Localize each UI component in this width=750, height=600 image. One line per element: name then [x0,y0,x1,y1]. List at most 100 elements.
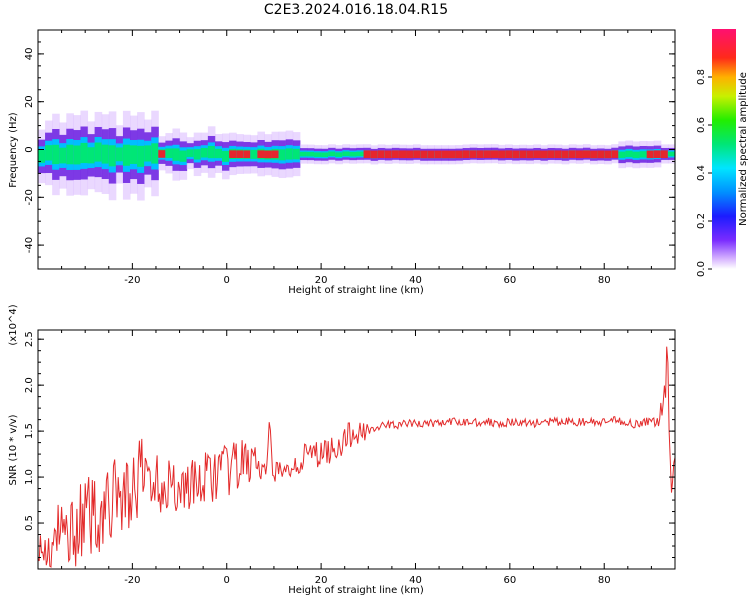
band-core-slice [420,150,428,159]
colorbar-gradient [712,29,736,269]
band-slice-layer-3 [292,148,301,160]
band-slice-layer-3 [66,144,74,165]
band-core-slice [498,150,506,159]
colorbar-tick-label: 0.4 [696,165,707,181]
band-slice-layer-3 [45,145,53,161]
band-slice-layer-3 [356,151,365,157]
band-slice-layer-3 [165,148,173,159]
band-core-slice [519,150,527,159]
snr-x-tick-label: 60 [503,575,516,586]
spectrogram-x-tick-label: 20 [315,275,328,286]
snr-axis-ticks [37,330,676,570]
band-core-slice [476,150,485,159]
band-slice-layer-3 [618,151,626,158]
snr-plot-frame [37,329,676,570]
snr-y-tick-label: 0.5 [24,515,35,531]
band-slice-layer-3 [186,149,195,157]
band-slice-layer-3 [115,147,124,162]
band-core-slice [653,150,662,159]
band-slice-layer-3 [214,148,223,159]
band-slice-layer-3 [193,149,202,160]
snr-x-tick-label: 0 [224,575,230,586]
band-slice-layer-3 [349,151,357,157]
colorbar-tick-label: 0.2 [696,213,707,229]
band-core-slice [490,150,499,158]
band-slice-layer-3 [108,145,117,167]
band-slice-layer-3 [314,152,322,157]
band-core-slice [646,150,655,159]
band-core-slice [483,150,492,158]
spectrogram-x-axis-label: Height of straight line (km) [288,285,424,296]
band-slice-layer-3 [38,150,46,163]
band-core-slice [597,150,605,159]
band-slice-layer-3 [87,147,96,164]
band-core-slice [377,150,386,159]
spectrogram-x-tick-label: 0 [224,275,230,286]
band-core-slice [462,150,471,159]
band-slice-layer-3 [172,148,181,161]
band-core-slice [264,150,273,159]
band-slice-layer-3 [94,142,103,162]
band-core-slice [547,150,556,159]
band-slice-layer-3 [675,152,683,157]
band-core-slice [243,150,251,159]
band-slice-layer-3 [73,145,81,165]
band-slice-layer-3 [667,151,675,157]
colorbar: 0.0 0.2 0.4 0.6 0.8 Normalized spectral ampl… [696,29,749,277]
band-core-slice [229,150,237,158]
colorbar-label: Normalized spectral amplitude [738,72,749,226]
band-core-slice [158,150,166,158]
spectrogram-axis-ticks [37,29,676,270]
band-core-slice [604,150,612,159]
band-core-slice [413,150,421,158]
colorbar-tick-label: 0.8 [696,69,707,85]
snr-y-tick-label: 2.0 [24,377,35,393]
band-core-slice [370,150,379,159]
band-core-slice [540,150,549,159]
band-slice-layer-3 [222,150,230,162]
colorbar-tick-label: 0.0 [696,261,707,277]
band-core-slice [554,150,563,159]
band-slice-layer-3 [342,151,350,157]
band-slice-layer-3 [335,152,343,157]
band-slice-layer-3 [59,147,67,164]
band-core-slice [533,150,542,159]
spectrogram-x-tick-label: 60 [503,275,516,286]
spectrogram-y-tick-label: -40 [24,237,35,253]
chart-title: C2E3.2024.016.18.04.R15 [264,2,448,18]
spectrogram-x-tick-labels: -20 0 20 40 60 80 [124,275,610,286]
spectrogram-y-tick-label: 40 [24,48,35,61]
band-slice-layer-3 [122,144,131,166]
band-slice-layer-3 [130,145,138,164]
band-slice-layer-3 [101,144,110,164]
band-core-slice [505,150,513,159]
band-core-slice [271,150,280,159]
band-slice-layer-3 [80,142,89,164]
spectrogram-y-tick-label: -20 [24,189,35,205]
band-slice-layer-0 [675,145,683,164]
band-slice-layer-2 [675,151,683,158]
band-core-slice [582,150,591,158]
spectrogram-y-tick-label: 20 [24,95,35,108]
band-core-slice [384,150,393,159]
spectrogram-panel: -20 0 20 40 60 80 -40 -20 0 20 40 Height of strai… [8,29,683,296]
snr-x-axis-label: Height of straight line (km) [288,585,424,596]
band-slice-layer-3 [151,143,159,164]
snr-x-tick-label: 80 [598,575,611,586]
spectrogram-x-tick-label: -20 [124,275,140,286]
snr-x-tick-labels: -20 0 20 40 60 80 [124,575,610,586]
snr-y-tick-label: 2.5 [24,331,35,347]
snr-x-tick-label: -20 [124,575,140,586]
spectrogram-x-tick-label: 40 [409,275,422,286]
band-core-slice [455,150,464,159]
band-core-slice [441,150,450,159]
band-core-slice [448,150,457,159]
band-core-slice [363,150,372,158]
band-slice-layer-3 [299,151,308,157]
band-slice-layer-3 [306,151,315,157]
band-slice-layer-3 [179,150,188,162]
snr-y-tick-label: 1.0 [24,469,35,485]
snr-y-tick-label: 1.5 [24,423,35,439]
band-slice-layer-3 [137,145,145,167]
snr-panel: -20 0 20 40 60 80 0.5 1.0 1.5 2.0 2.5 Height of s… [8,304,676,596]
